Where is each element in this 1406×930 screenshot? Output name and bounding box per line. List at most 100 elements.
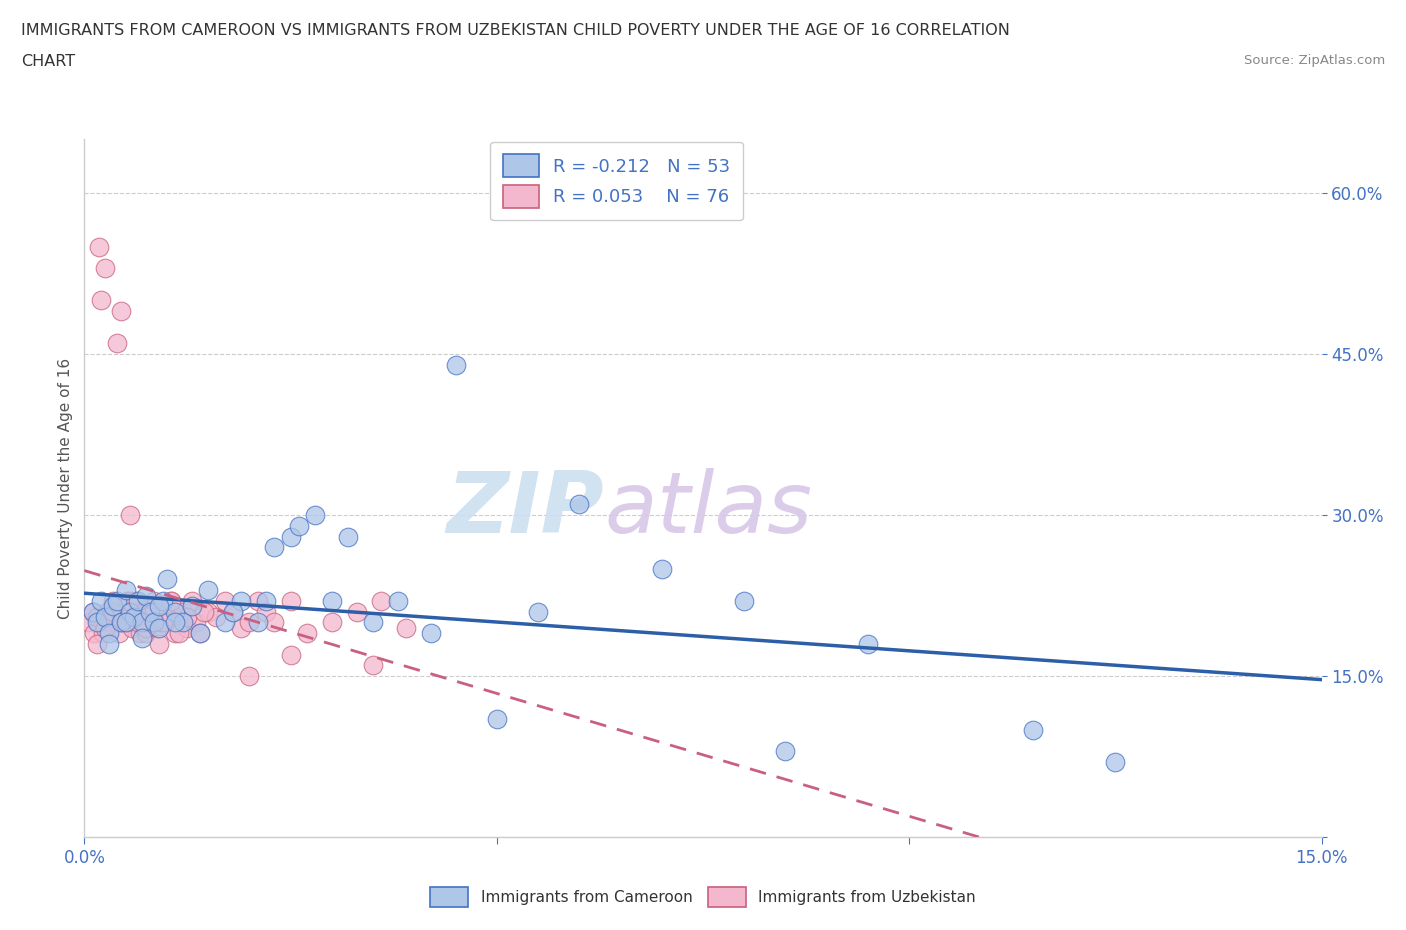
Point [124,593,146,608]
Point [104,609,127,624]
Point [146,620,169,635]
Point [143,615,166,630]
Point [180,593,202,608]
Point [127,615,149,630]
Point [148,636,170,651]
Point [91,626,114,641]
Point [246,615,269,630]
Point [152,615,174,630]
Point [444,357,467,372]
Point [485,711,508,726]
Point [165,626,187,641]
Point [167,626,190,641]
Point [90,593,112,608]
Point [118,593,141,608]
Point [238,615,260,630]
Point [387,593,409,608]
Point [103,604,125,619]
Point [110,304,132,319]
Point [527,604,550,619]
Point [188,626,211,641]
Point [141,615,163,630]
Point [103,593,125,608]
Point [100,615,122,630]
Point [127,593,149,608]
Point [86,615,108,630]
Point [118,604,141,619]
Legend: R = -0.212   N = 53, R = 0.053    N = 76: R = -0.212 N = 53, R = 0.053 N = 76 [489,141,742,220]
Point [108,626,131,641]
Point [160,593,183,608]
Point [149,615,172,630]
Point [86,636,108,651]
Point [94,620,117,635]
Point [165,615,187,630]
Point [143,593,166,608]
Point [214,593,236,608]
Point [419,626,441,641]
Point [370,593,392,608]
Point [98,626,121,641]
Point [132,604,155,619]
Point [156,615,179,630]
Point [197,604,219,619]
Point [131,609,153,624]
Point [395,620,418,635]
Point [1104,754,1126,769]
Point [114,615,136,630]
Point [280,529,302,544]
Point [129,626,152,641]
Point [110,615,132,630]
Point [135,588,157,603]
Point [184,615,207,630]
Point [361,658,384,672]
Point [295,626,318,641]
Point [180,599,202,614]
Point [229,593,252,608]
Point [139,604,162,619]
Point [131,615,153,630]
Point [160,593,183,608]
Point [176,620,198,635]
Point [288,518,311,533]
Point [222,604,245,619]
Point [143,604,166,619]
Point [176,609,198,624]
Y-axis label: Child Poverty Under the Age of 16: Child Poverty Under the Age of 16 [58,358,73,618]
Point [172,604,194,619]
Text: ZIP: ZIP [446,468,605,551]
Point [246,593,269,608]
Point [280,593,302,608]
Point [156,572,179,587]
Point [82,604,104,619]
Point [90,293,112,308]
Point [103,599,125,614]
Point [321,593,343,608]
Point [165,604,187,619]
Point [94,260,117,275]
Point [86,609,108,624]
Point [94,609,117,624]
Point [651,562,673,577]
Point [131,631,153,646]
Text: atlas: atlas [605,468,813,551]
Point [105,336,128,351]
Point [197,583,219,598]
Point [188,626,211,641]
Point [254,604,277,619]
Point [127,604,149,619]
Point [122,615,145,630]
Point [135,620,157,635]
Point [98,636,121,651]
Point [775,744,797,759]
Text: IMMIGRANTS FROM CAMEROON VS IMMIGRANTS FROM UZBEKISTAN CHILD POVERTY UNDER THE A: IMMIGRANTS FROM CAMEROON VS IMMIGRANTS F… [21,23,1010,38]
Point [337,529,360,544]
Legend: Immigrants from Cameroon, Immigrants from Uzbekistan: Immigrants from Cameroon, Immigrants fro… [425,882,981,913]
Point [214,615,236,630]
Point [304,508,326,523]
Point [263,615,285,630]
Point [118,508,141,523]
Point [152,593,174,608]
Point [167,609,190,624]
Point [117,593,139,608]
